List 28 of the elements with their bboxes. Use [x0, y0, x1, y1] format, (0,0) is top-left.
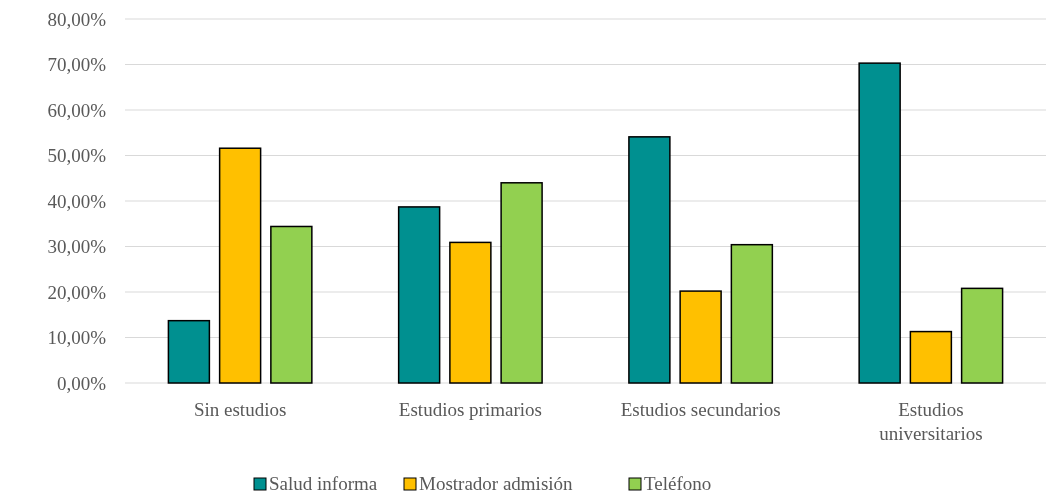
bar	[218, 147, 262, 384]
x-tick-label: Estudios secundarios	[620, 399, 781, 420]
y-tick-label: 70,00%	[47, 54, 107, 76]
x-tick-label: Sin estudios	[193, 399, 287, 420]
y-tick-label: 10,00%	[47, 327, 107, 349]
y-tick-label: 30,00%	[47, 236, 107, 258]
legend-label: Salud informa	[269, 473, 378, 494]
bar	[960, 287, 1004, 384]
y-tick-label: 50,00%	[47, 145, 107, 167]
y-tick-label: 80,00%	[47, 8, 107, 30]
bar	[449, 241, 492, 384]
y-tick-label: 60,00%	[47, 99, 107, 121]
legend-label: Teléfono	[644, 473, 712, 494]
bar	[679, 290, 722, 384]
bar	[628, 136, 671, 384]
bar	[858, 62, 901, 384]
y-tick-label: 0,00%	[56, 372, 107, 394]
x-tick-label: Estudios primarios	[398, 399, 542, 420]
y-tick-label: 40,00%	[47, 190, 107, 212]
bar	[167, 319, 211, 384]
bar	[270, 225, 313, 384]
bar	[397, 206, 441, 384]
legend-label: Mostrador admisión	[419, 473, 574, 494]
bar	[730, 243, 774, 384]
bar	[909, 330, 953, 384]
x-tick-label: Estudios universitarios	[879, 399, 983, 444]
y-tick-label: 20,00%	[47, 281, 107, 303]
bar	[500, 182, 543, 384]
